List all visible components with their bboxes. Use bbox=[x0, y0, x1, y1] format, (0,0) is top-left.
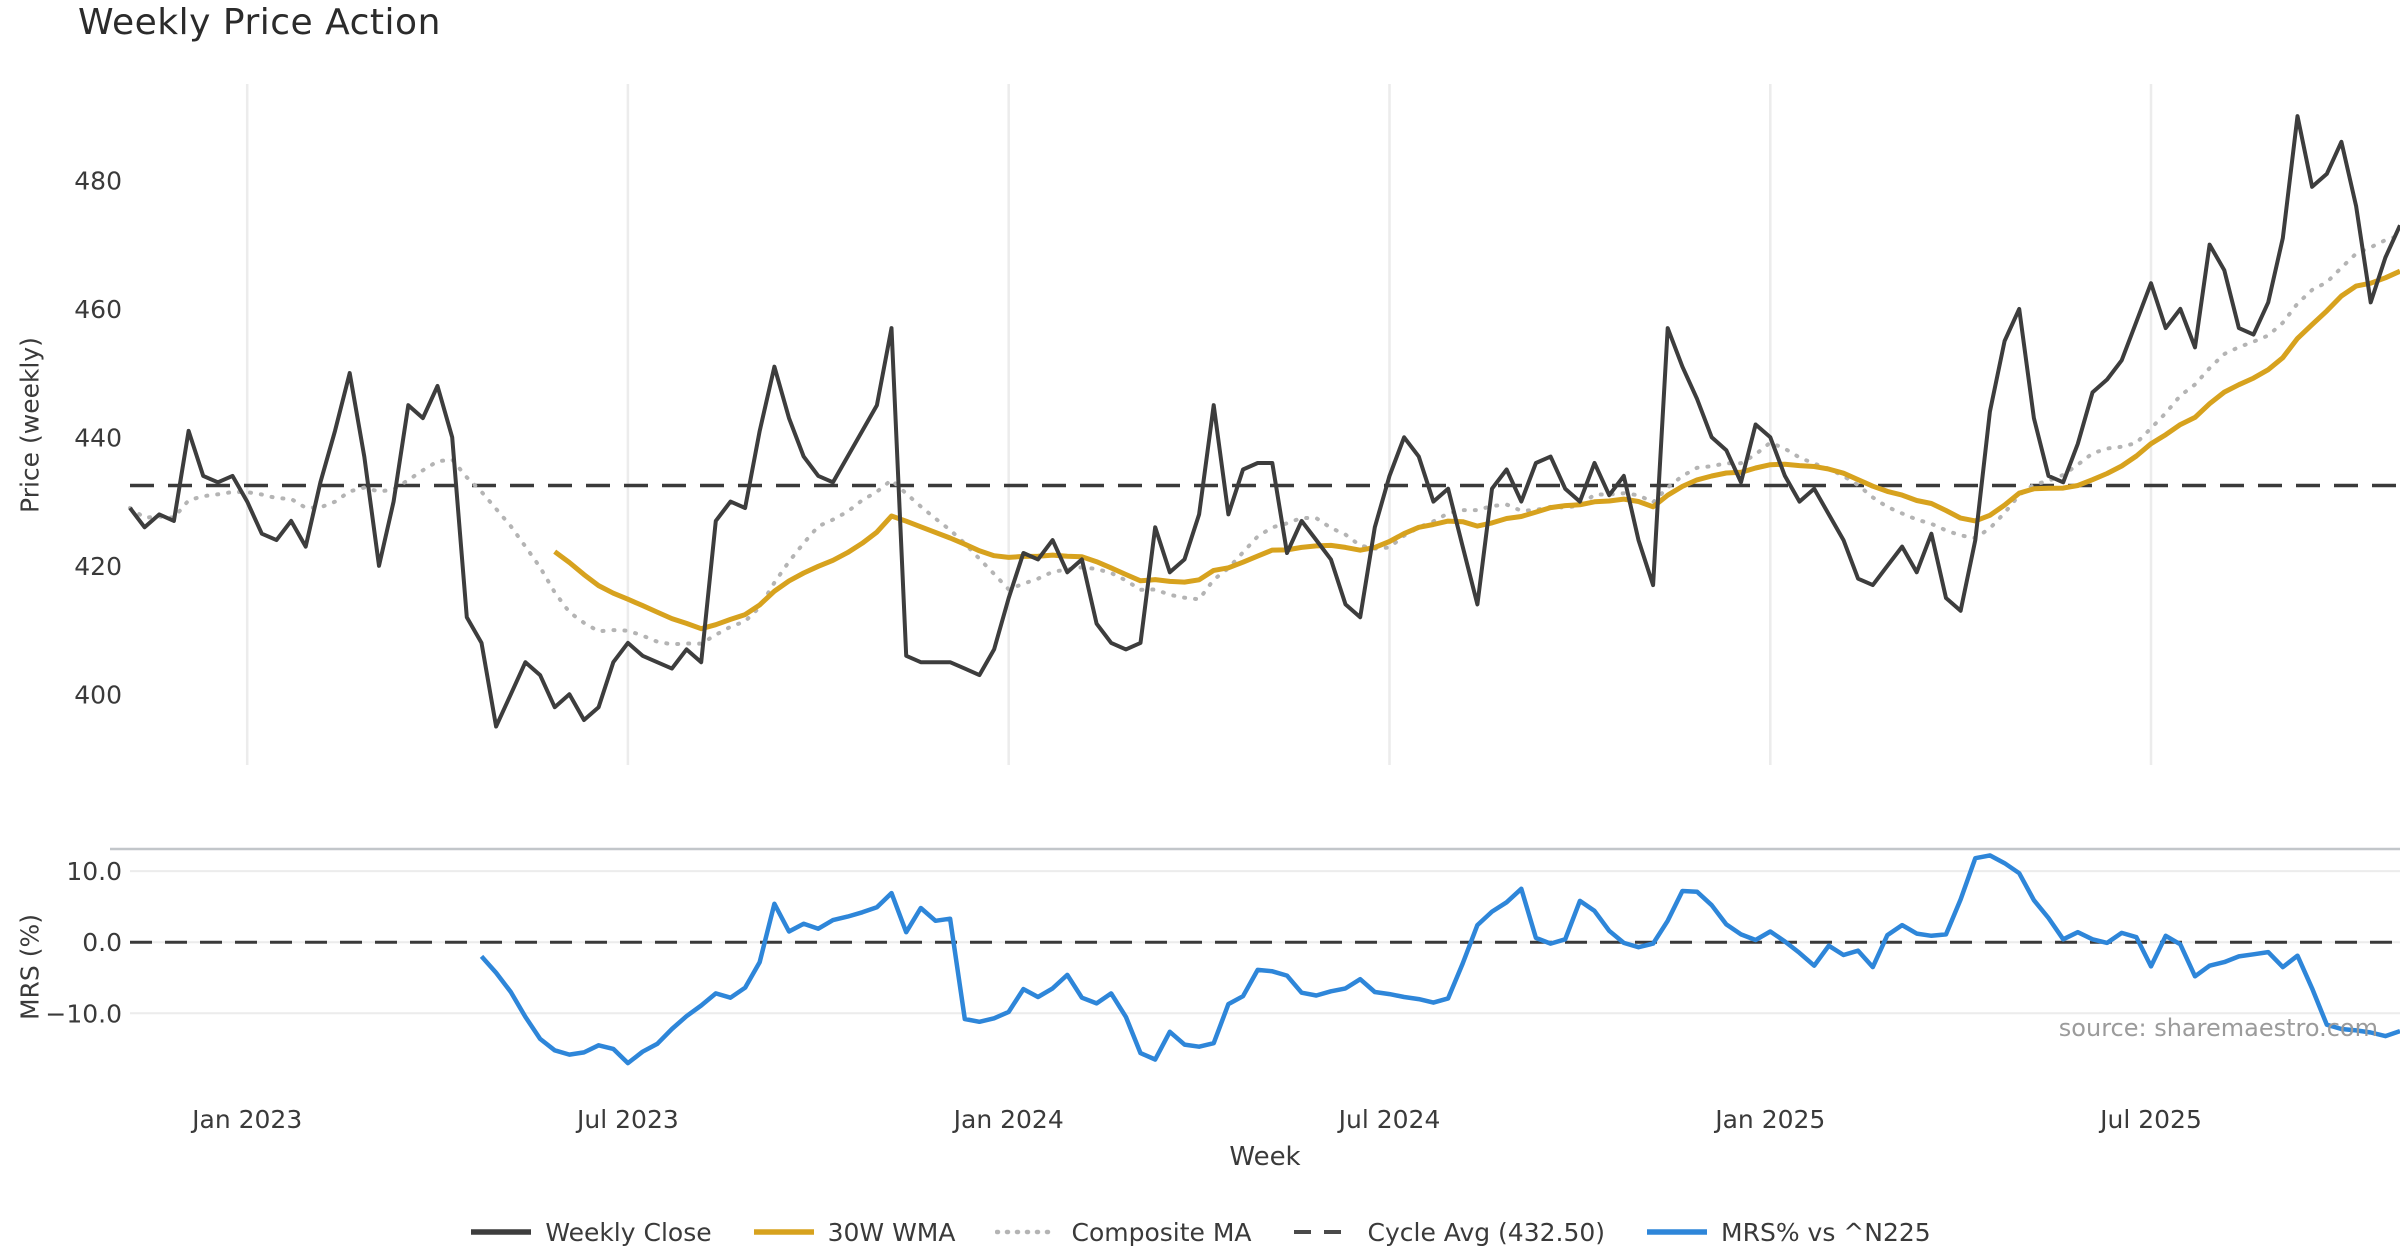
price-ytick-label: 420 bbox=[74, 552, 122, 581]
price-axis-label: Price (weekly) bbox=[15, 337, 45, 513]
weekly-close-line bbox=[128, 114, 2400, 729]
legend-item-cycle-avg-432-50-: Cycle Avg (432.50) bbox=[1292, 1217, 1606, 1247]
legend-label: Cycle Avg (432.50) bbox=[1367, 1217, 1606, 1247]
legend-label: 30W WMA bbox=[827, 1217, 956, 1247]
legend-item-composite-ma: Composite MA bbox=[995, 1217, 1252, 1247]
price-ytick-label: 400 bbox=[74, 680, 122, 709]
composite-ma-line bbox=[128, 233, 2400, 647]
legend-swatch-dashed-icon bbox=[1293, 1230, 1354, 1234]
legend-swatch-dotted-icon bbox=[995, 1229, 1060, 1235]
price-ytick-label: 440 bbox=[74, 423, 122, 452]
x-tick-label: Jul 2025 bbox=[2098, 1105, 2202, 1134]
legend-swatch-solid-icon bbox=[471, 1229, 532, 1235]
x-tick-label: Jan 2025 bbox=[1713, 1105, 1825, 1134]
legend-label: Composite MA bbox=[1071, 1217, 1252, 1247]
x-tick-label: Jul 2024 bbox=[1337, 1105, 1441, 1134]
legend-item-mrs-vs-n225: MRS% vs ^N225 bbox=[1645, 1218, 1931, 1247]
x-tick-label: Jul 2023 bbox=[575, 1105, 679, 1134]
price-ytick-label: 480 bbox=[74, 166, 122, 195]
legend-item-weekly-close: Weekly Close bbox=[469, 1217, 712, 1247]
legend-label: MRS% vs ^N225 bbox=[1721, 1217, 1931, 1247]
x-axis-label: Week bbox=[1229, 1142, 1301, 1172]
price-ytick-label: 460 bbox=[74, 295, 122, 324]
legend: Weekly Close 30W WMA Composite MA Cycle Avg… bbox=[0, 1206, 2400, 1258]
source-note: source: sharemaestro.com bbox=[2058, 1014, 2378, 1042]
x-tick-label: Jan 2023 bbox=[190, 1105, 302, 1134]
mrs-line bbox=[479, 853, 2400, 1066]
page-title: Weekly Price Action bbox=[78, 2, 441, 43]
x-tick-label: Jan 2024 bbox=[952, 1105, 1064, 1134]
legend-item-30w-wma: 30W WMA bbox=[752, 1217, 956, 1247]
legend-swatch-solid-icon bbox=[1647, 1229, 1708, 1235]
mrs-ytick-label: 0.0 bbox=[82, 928, 122, 957]
mrs-ytick-label: −10.0 bbox=[45, 999, 122, 1028]
legend-swatch-solid-icon bbox=[753, 1229, 814, 1235]
mrs-ytick-label: 10.0 bbox=[66, 857, 122, 886]
mrs-axis-label: MRS (%) bbox=[15, 913, 45, 1021]
wma-line bbox=[553, 268, 2400, 632]
legend-label: Weekly Close bbox=[545, 1217, 712, 1247]
